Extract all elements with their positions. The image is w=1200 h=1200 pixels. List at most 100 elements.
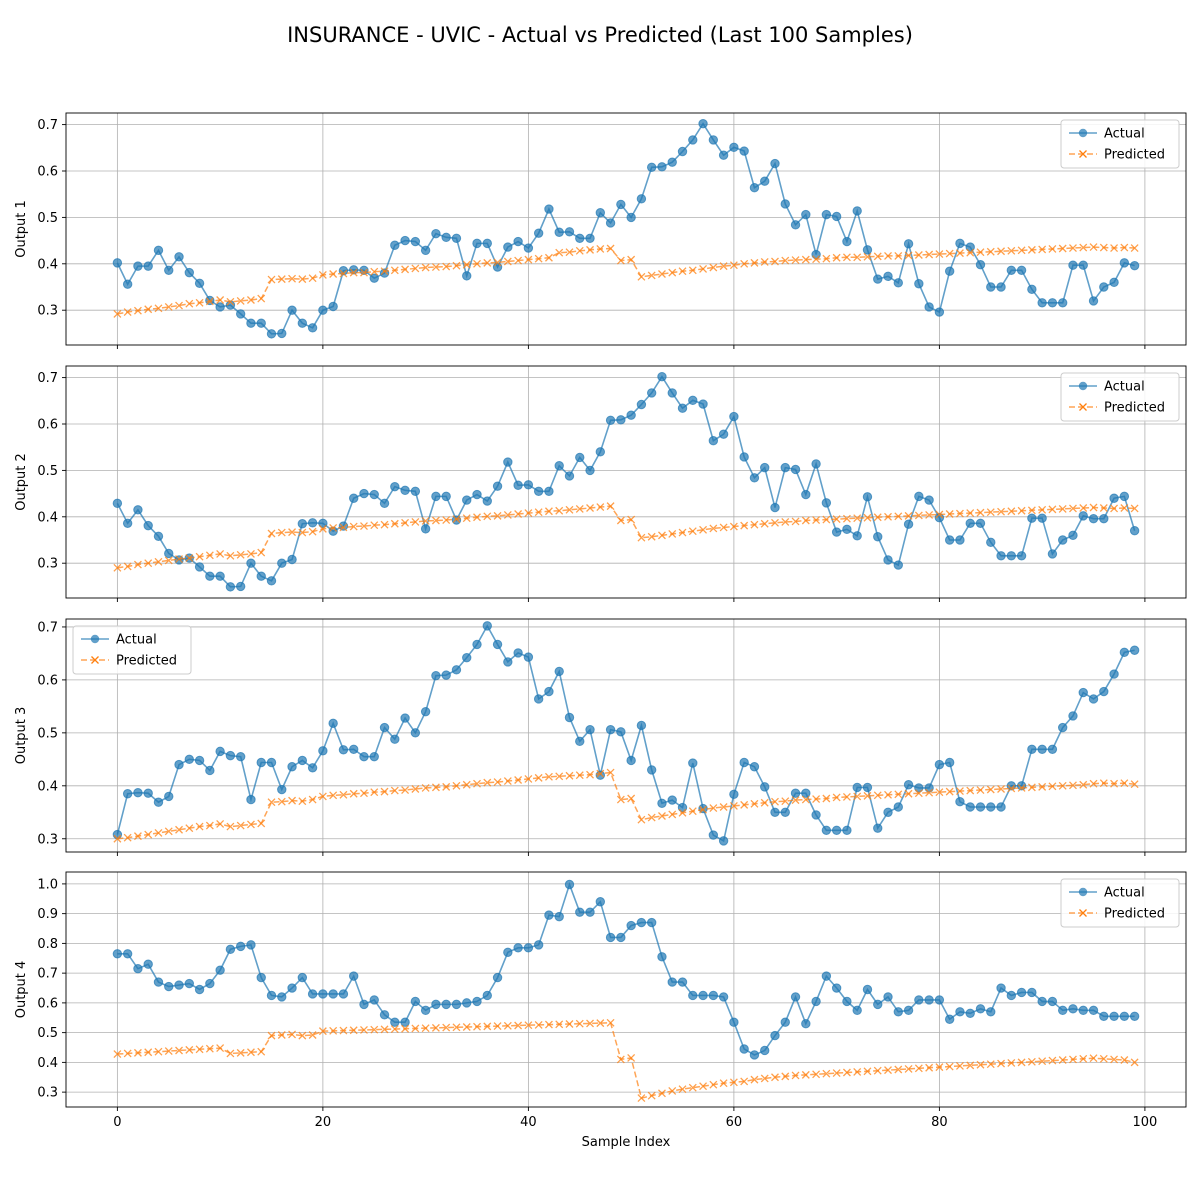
panel-3-actual-point-74 [873,823,883,833]
panel-4-actual-point-98 [1119,1011,1130,1021]
panel-3-predicted-point-47 [596,769,605,778]
panel-2-predicted-point-65 [781,517,790,526]
panel-1-predicted-point-29 [411,264,420,273]
panel-4-legend-label-0: Actual [1104,886,1145,901]
panel-1-actual-point-39 [513,236,523,247]
panel-4-actual-point-72 [852,1005,862,1016]
panel-4-predicted-point-24 [360,1026,368,1034]
panel-3-legend: Actual Predicted [72,625,192,675]
panel-2-predicted-point-44 [565,505,574,514]
panel-2-predicted-point-22 [339,523,348,532]
panel-3-actual-point-79 [924,783,934,793]
panel-3-predicted-point-29 [411,785,420,793]
panel-3-predicted-point-16 [277,797,286,806]
panel-2-predicted-point-26 [380,520,389,529]
panel-4-predicted-point-19 [308,1031,317,1039]
panel-1-predicted-point-96 [1099,243,1108,252]
panel-3-predicted-point-40 [524,774,533,783]
panel-1-actual-point-49 [616,199,626,210]
panel-4-legend-label-1: Predicted [1104,907,1165,922]
panel-1-predicted-point-38 [503,257,512,266]
panel-2-y-axis-label: Output 2 [14,453,29,511]
panel-1-predicted-point-14 [257,294,266,303]
panel-3-predicted-point-49 [616,795,625,804]
panel-3-actual-point-6 [174,759,184,770]
panel-4-actual-point-24 [359,999,369,1010]
panel-2-actual-point-49 [616,415,626,425]
panel-1-actual-point-84 [975,260,986,270]
panel-3-actual-point-83 [965,802,975,812]
panel-1-actual-point-36 [482,238,492,249]
panel-4-actual-point-23 [349,971,359,981]
panel-4-predicted-point-85 [986,1060,995,1069]
panel-4-predicted-point-84 [976,1060,985,1069]
panel-1-actual-point-55 [677,146,688,157]
panel-4-predicted-point-6 [175,1046,183,1055]
panel-3-predicted-point-32 [442,782,451,791]
panel-2-actual-point-2 [133,505,143,515]
panel-2-actual-point-5 [164,548,174,559]
panel-4-xtick-label-3: 60 [726,1115,743,1130]
panel-3-actual-point-86 [996,802,1006,812]
panel-4-ytick-label-5: 0.8 [37,937,58,952]
panel-2-predicted-point-23 [349,522,358,531]
panel-1-predicted-point-92 [1058,244,1067,253]
panel-3-actual-point-43 [554,666,564,677]
panel-2-predicted-point-84 [976,508,985,517]
panel-1-predicted-point-34 [462,260,471,269]
panel-2-predicted-point-32 [442,516,451,525]
panel-1-predicted-point-47 [596,244,605,253]
panel-3-actual-point-11 [225,750,236,761]
panel-2-predicted-point-62 [750,520,759,529]
panel-3-actual-point-10 [215,746,225,757]
panel-4-predicted-point-47 [596,1019,605,1028]
panel-4-predicted-point-28 [401,1024,410,1033]
panel-2-predicted-point-28 [401,518,410,527]
panel-2-actual-point-41 [533,486,544,496]
panel-4-actual-point-45 [575,907,585,917]
panel-1-predicted-point-65 [781,256,790,265]
panel-1-predicted-point-2 [133,306,142,315]
panel-1-actual-point-90 [1037,298,1047,308]
panel-2-actual-point-1 [122,518,133,528]
panel-3-actual-point-67 [801,788,811,798]
panel-2-predicted-point-71 [842,514,851,523]
panel-1-actual-point-80 [934,307,945,317]
panel-2-actual-point-99 [1129,526,1140,536]
panel-2-actual-point-64 [770,502,780,513]
panel-1-predicted-point-80 [935,250,944,259]
panel-1-actual-point-77 [903,239,914,249]
panel-3-predicted-point-90 [1038,782,1047,791]
panel-4-predicted-point-20 [318,1027,327,1036]
panel-4-actual-point-40 [523,943,534,953]
panel-1-predicted-point-73 [863,252,872,261]
panel-2-predicted-point-41 [534,508,543,517]
panel-2-actual-point-15 [266,576,277,586]
panel-2-predicted-point-58 [709,524,718,533]
panel-4-actual-point-34 [462,998,472,1008]
panel-3-predicted-point-58 [709,804,718,813]
panel-2-actual-point-18 [297,519,308,529]
panel-1-predicted-point-72 [853,253,862,262]
panel-2-predicted-point-52 [647,532,656,541]
panel-2-actual-point-35 [472,489,482,500]
panel-4-predicted-point-17 [288,1030,297,1039]
panel-3-predicted-point-88 [1017,783,1026,792]
panel-4-ytick-label-7: 1.0 [37,877,58,892]
panel-4-predicted-point-87 [1007,1059,1016,1067]
panel-2-predicted-point-78 [914,511,923,520]
panel-1-actual-point-82 [955,238,965,249]
panel-3-predicted-point-11 [226,822,235,831]
panel-1-legend-marker-1 [1079,150,1087,158]
panel-2-predicted-point-80 [935,510,944,519]
panel-1-predicted-point-93 [1069,244,1077,252]
panel-3-actual-point-7 [184,754,195,765]
panel-1-predicted-point-77 [904,251,913,260]
panel-3-legend-marker-0 [90,634,100,644]
panel-4-predicted-point-25 [370,1025,379,1034]
panel-3-predicted-point-80 [935,788,944,797]
panel-3-actual-point-66 [790,788,801,798]
panel-2-actual-point-16 [277,558,287,568]
panel-4-actual-point-88 [1016,987,1027,998]
panel-3-predicted-point-95 [1089,779,1098,788]
